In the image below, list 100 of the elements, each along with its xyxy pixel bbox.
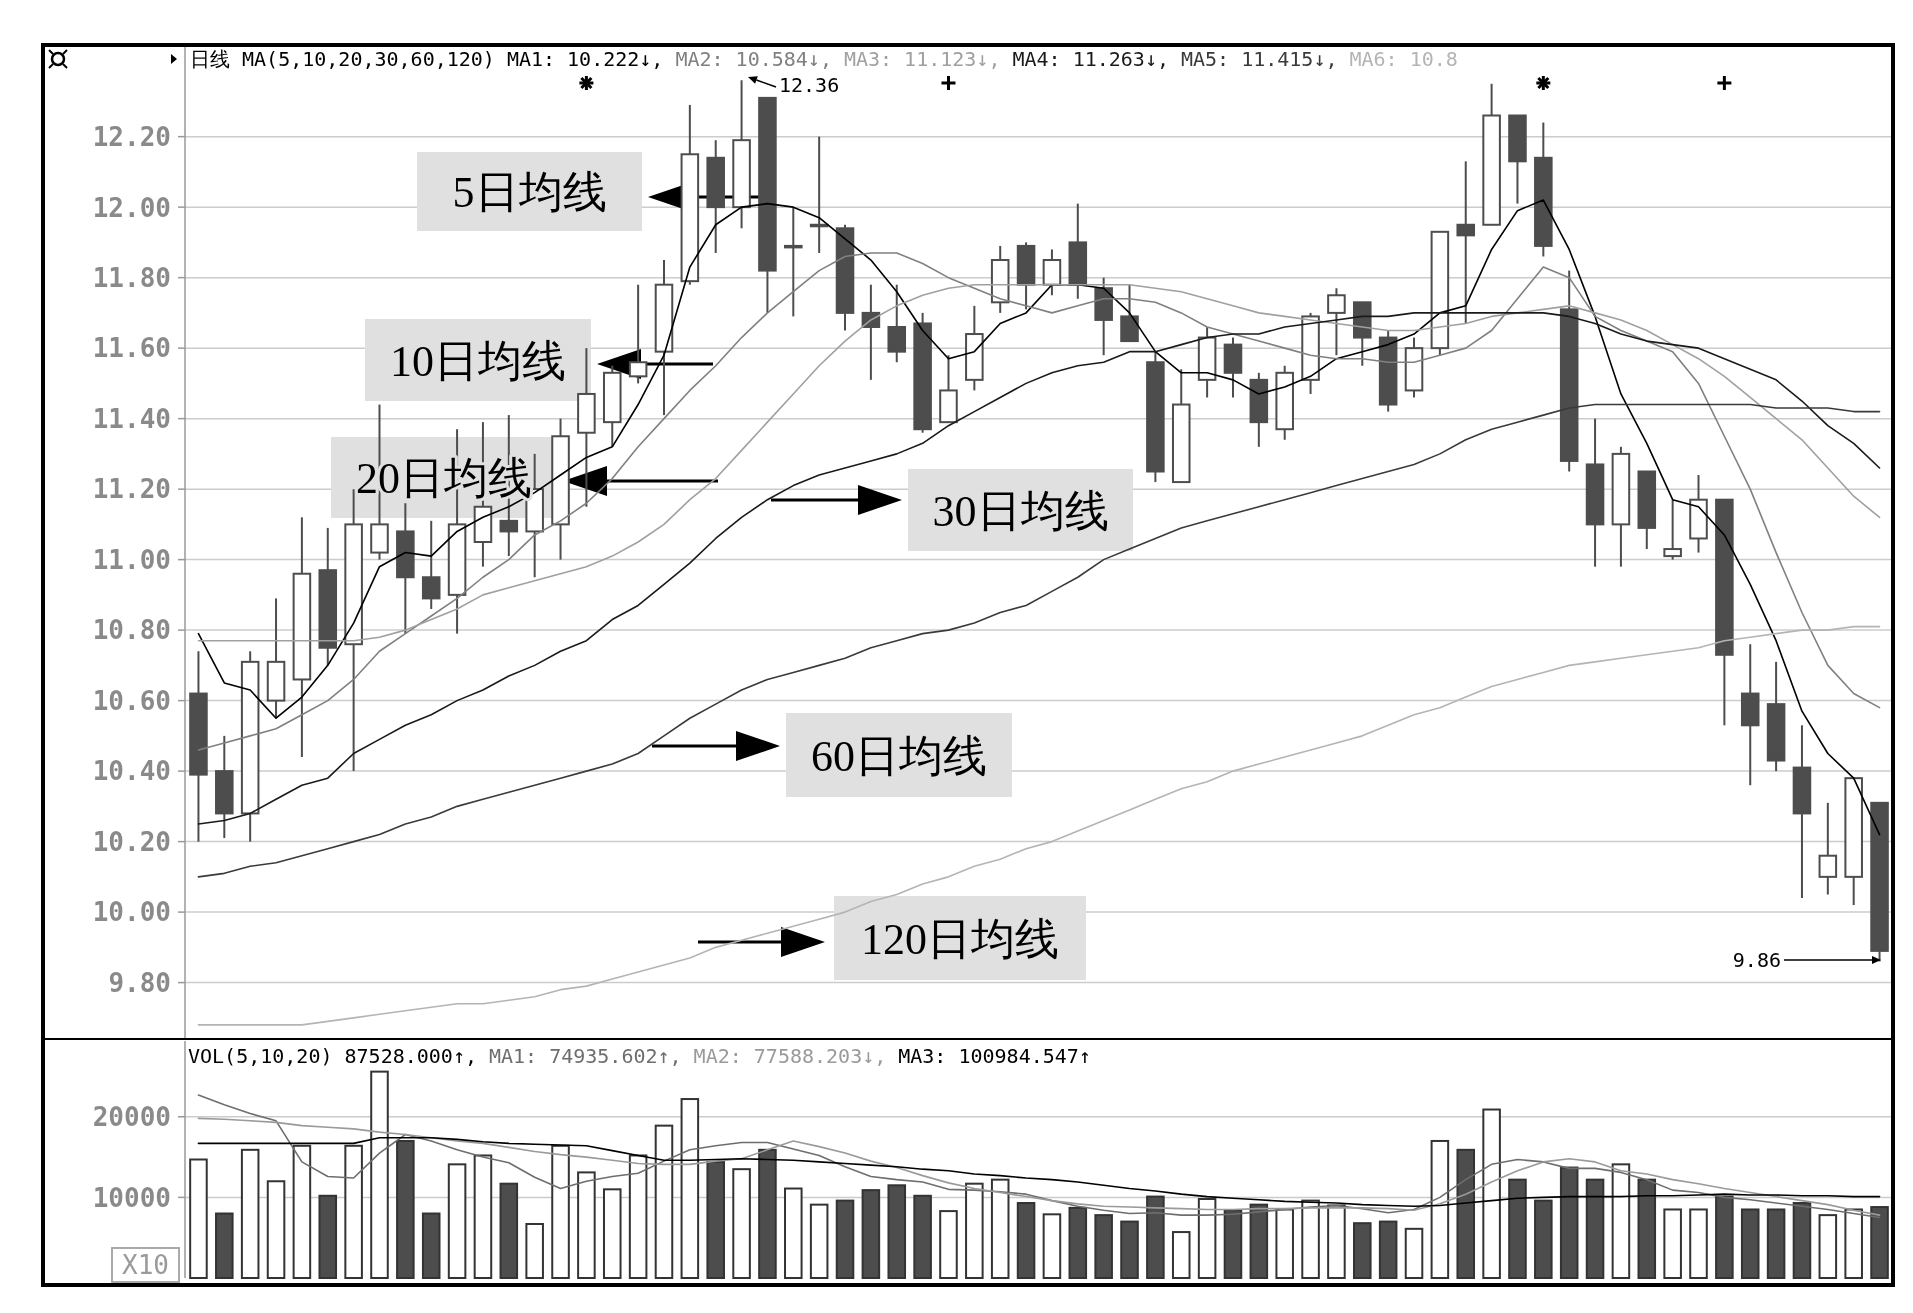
annotation: 60日均线 [811, 731, 987, 781]
bar [1016, 1202, 1036, 1279]
annotation: 120日均线 [861, 914, 1059, 964]
y-tick-label: 10.20 [92, 826, 171, 857]
line-series [197, 1094, 1881, 1219]
bar [421, 1212, 441, 1279]
y-tick-label: 20000 [92, 1102, 171, 1133]
annotation: 9.86 [1732, 948, 1781, 972]
bar [835, 1199, 855, 1279]
bar [1844, 1208, 1863, 1279]
bar [1327, 1204, 1346, 1279]
text: MA2: 10.584↓, [675, 47, 832, 71]
bar [1378, 1220, 1398, 1279]
text: MA4: 11.263↓, [1012, 47, 1169, 71]
bar [370, 1070, 389, 1279]
bar [525, 1222, 544, 1279]
chart-title: VOL(5,10,20) 87528.000↑, [188, 1044, 477, 1068]
bar [1094, 1214, 1113, 1279]
annotation: 10日均线 [390, 336, 566, 386]
bar [1068, 1206, 1088, 1279]
bar [240, 1148, 260, 1279]
bar [1146, 1195, 1165, 1279]
line-series [197, 312, 1881, 825]
text: MA6: 10.8 [1349, 47, 1458, 71]
bar [473, 1154, 493, 1279]
bar [1120, 1220, 1139, 1279]
text: MA3: 11.123↓, [843, 47, 1001, 71]
bar [1534, 1199, 1553, 1279]
bar [266, 1180, 286, 1279]
line-series [197, 403, 1881, 878]
text: MA3: 100984.547↑ [898, 1044, 1091, 1068]
bar [499, 1182, 519, 1279]
bar [1689, 1208, 1708, 1279]
bar [706, 1160, 725, 1279]
y-tick-label: 10.80 [92, 615, 171, 646]
bar [318, 1194, 338, 1279]
y-tick-label: 10000 [92, 1182, 171, 1213]
candlestick [628, 283, 648, 385]
bar [861, 1189, 881, 1279]
bar [1042, 1213, 1062, 1279]
bar [602, 1188, 622, 1279]
candlestick [1818, 801, 1838, 896]
bar [1404, 1227, 1424, 1279]
candlestick [784, 206, 803, 318]
bar [1430, 1139, 1450, 1279]
bar [1275, 1208, 1294, 1279]
line-series [197, 625, 1881, 1026]
bar [344, 1144, 363, 1279]
y-tick-label: 11.60 [92, 333, 171, 364]
text: MA1: 10.222↓, [506, 47, 664, 71]
annotation: 5日均线 [452, 168, 607, 218]
bar [292, 1144, 312, 1279]
y-tick-label: 11.00 [92, 544, 171, 575]
text: MA1: 74935.602↑, [488, 1044, 682, 1068]
bar [758, 1148, 777, 1279]
text: MA5: 11.415↓, [1180, 47, 1338, 71]
bar [1508, 1178, 1527, 1279]
bar [965, 1182, 984, 1279]
bar [1740, 1208, 1760, 1279]
candlestick [1456, 160, 1476, 325]
bar [784, 1187, 803, 1279]
bar [732, 1168, 751, 1279]
bar [654, 1124, 674, 1279]
bar [887, 1184, 907, 1279]
bar [809, 1203, 829, 1279]
bar [551, 1144, 570, 1279]
bar [990, 1178, 1010, 1279]
bar [1585, 1178, 1605, 1279]
bar [1870, 1206, 1889, 1279]
bar [913, 1194, 932, 1279]
bar [1559, 1166, 1579, 1279]
bar [939, 1210, 958, 1279]
bar [1637, 1178, 1657, 1279]
bar [1715, 1195, 1734, 1279]
bar [1611, 1163, 1631, 1279]
y-tick-label: 12.00 [92, 192, 171, 223]
text: X10 [122, 1250, 169, 1281]
bar [189, 1158, 208, 1279]
y-tick-label: 11.20 [92, 474, 171, 505]
line-series [197, 1136, 1881, 1208]
bar [1766, 1208, 1786, 1279]
y-tick-label: 10.00 [92, 897, 171, 928]
bar [680, 1098, 700, 1279]
line-series [197, 283, 1881, 642]
bar [1792, 1202, 1812, 1279]
bar [628, 1154, 648, 1279]
y-tick-label: 11.80 [92, 263, 171, 293]
bar [396, 1139, 415, 1279]
bar [1482, 1108, 1501, 1279]
candlestick [421, 519, 441, 610]
bar [1249, 1203, 1269, 1279]
y-tick-label: 9.80 [108, 967, 171, 998]
y-tick-label: 10.60 [92, 685, 171, 716]
bar [1353, 1222, 1372, 1279]
line-series [197, 1117, 1881, 1216]
bar [577, 1171, 596, 1279]
y-tick-label: 12.20 [92, 122, 171, 153]
bar [1663, 1208, 1682, 1279]
candlestick [1663, 498, 1682, 561]
annotation: 12.36 [779, 73, 840, 97]
